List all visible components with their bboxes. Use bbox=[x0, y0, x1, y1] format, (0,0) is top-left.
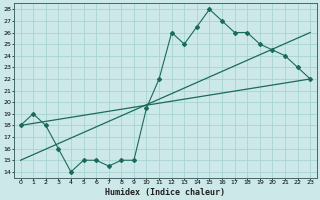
X-axis label: Humidex (Indice chaleur): Humidex (Indice chaleur) bbox=[105, 188, 225, 197]
